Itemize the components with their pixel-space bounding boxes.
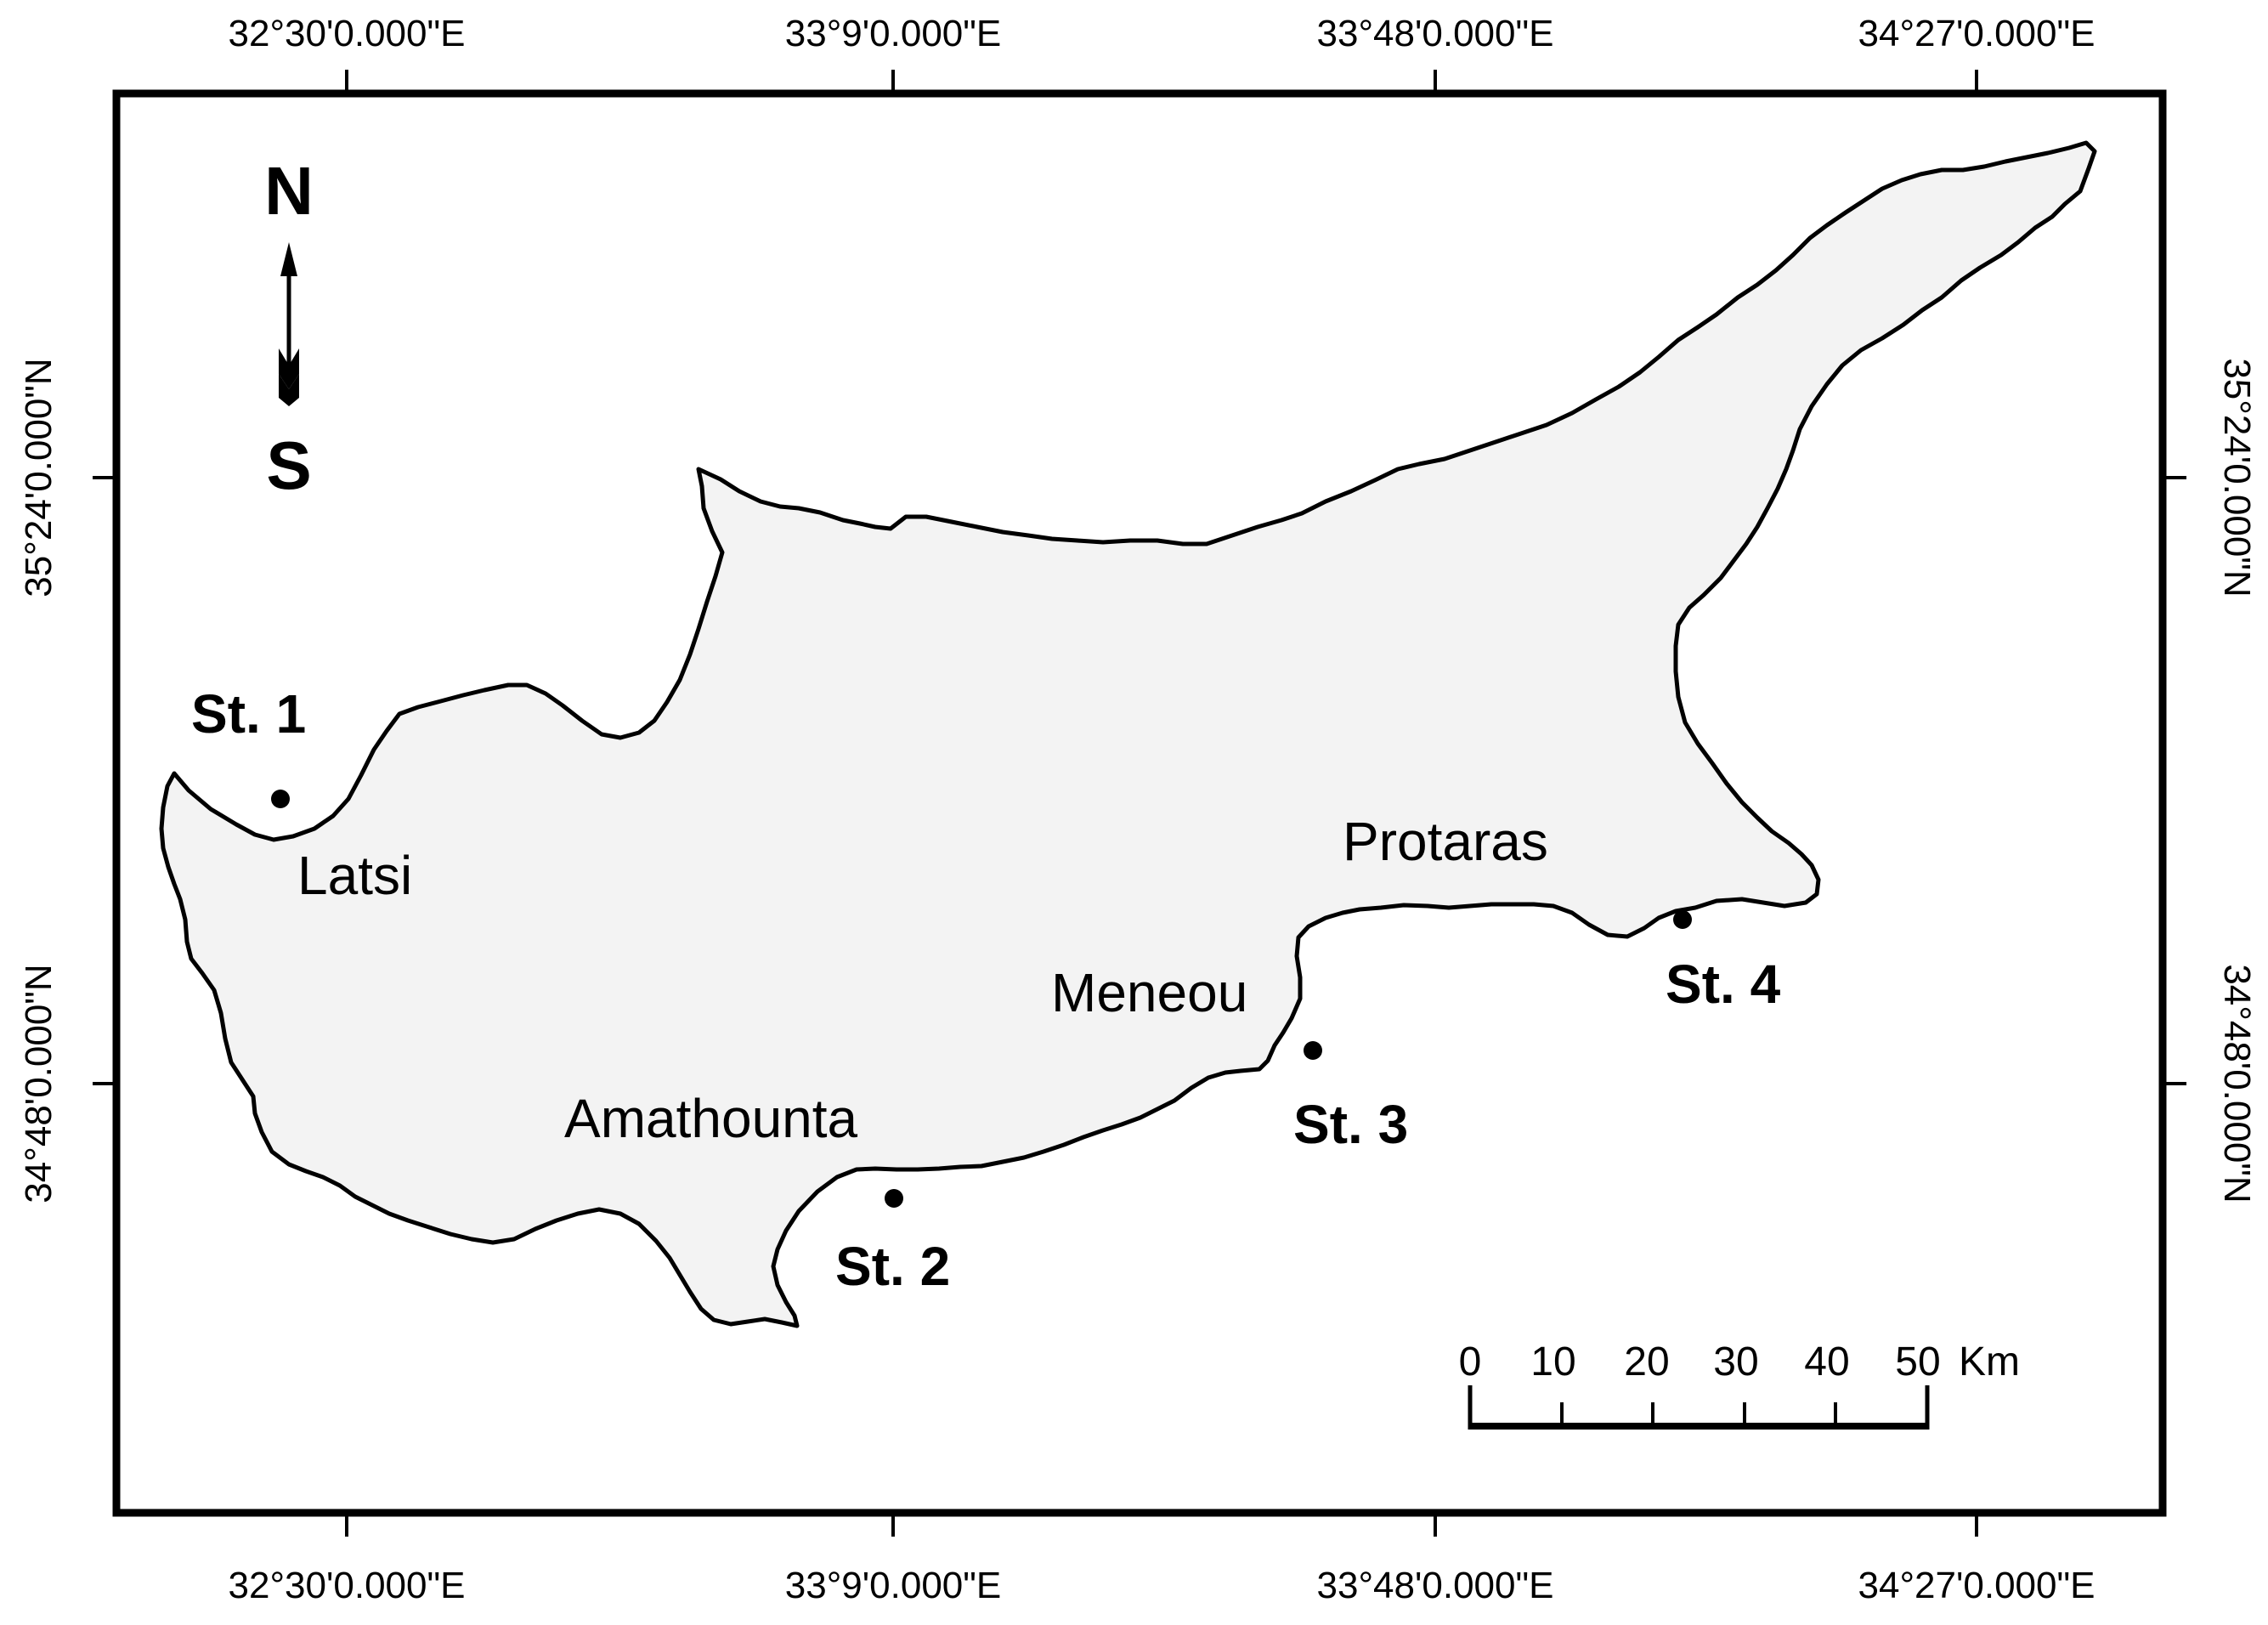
longitude-label-top-1: 32°30'0.000"E xyxy=(229,13,466,54)
place-label-latsi: Latsi xyxy=(297,845,412,906)
cyprus-landmass xyxy=(159,140,2097,1328)
latitude-label-right-1: 35°24'0.000"N xyxy=(2216,358,2258,597)
compass-south-label: S xyxy=(266,427,311,503)
latitude-label-left-2: 34°48'0.000"N xyxy=(18,964,59,1203)
place-label-meneou: Meneou xyxy=(1051,962,1247,1023)
station-label-4: St. 4 xyxy=(1666,954,1781,1015)
station-marker-1 xyxy=(271,790,290,808)
station-marker-2 xyxy=(885,1189,903,1208)
longitude-label-top-3: 33°48'0.000"E xyxy=(1317,13,1554,54)
scale-bar xyxy=(1468,1385,1930,1430)
scale-tick-label-40: 40 xyxy=(1804,1339,1849,1384)
scale-tick-label-30: 30 xyxy=(1713,1339,1758,1384)
bottom-ticks xyxy=(345,1516,1978,1537)
north-arrow xyxy=(279,242,299,406)
scale-tick-label-10: 10 xyxy=(1530,1339,1575,1384)
station-label-1: St. 1 xyxy=(191,683,306,745)
scale-unit-label: Km xyxy=(1959,1339,2020,1384)
scale-tick-label-50: 50 xyxy=(1895,1339,1940,1384)
latitude-label-right-2: 34°48'0.000"N xyxy=(2216,964,2258,1203)
station-marker-4 xyxy=(1673,910,1692,929)
station-label-3: St. 3 xyxy=(1293,1094,1408,1155)
longitude-label-top-4: 34°27'0.000"E xyxy=(1858,13,2095,54)
top-ticks xyxy=(345,70,1978,90)
north-arrow-head xyxy=(280,242,297,276)
longitude-label-top-2: 33°9'0.000"E xyxy=(785,13,1001,54)
place-label-amathounta: Amathounta xyxy=(564,1088,858,1149)
longitude-label-bottom-3: 33°48'0.000"E xyxy=(1317,1565,1554,1606)
south-arrow-feather-2 xyxy=(279,374,299,406)
right-ticks xyxy=(2166,476,2186,1085)
left-ticks xyxy=(93,476,113,1085)
place-label-protaras: Protaras xyxy=(1343,811,1548,872)
scale-tick-label-0: 0 xyxy=(1459,1339,1482,1384)
scale-tick-label-20: 20 xyxy=(1624,1339,1669,1384)
longitude-label-bottom-1: 32°30'0.000"E xyxy=(229,1565,466,1606)
longitude-label-bottom-2: 33°9'0.000"E xyxy=(785,1565,1001,1606)
latitude-label-left-1: 35°24'0.000"N xyxy=(18,358,59,597)
station-label-2: St. 2 xyxy=(835,1236,950,1297)
longitude-label-bottom-4: 34°27'0.000"E xyxy=(1858,1565,2095,1606)
compass-north-label: N xyxy=(264,153,314,229)
station-marker-3 xyxy=(1304,1041,1322,1060)
south-arrow-feather-1 xyxy=(279,348,299,389)
